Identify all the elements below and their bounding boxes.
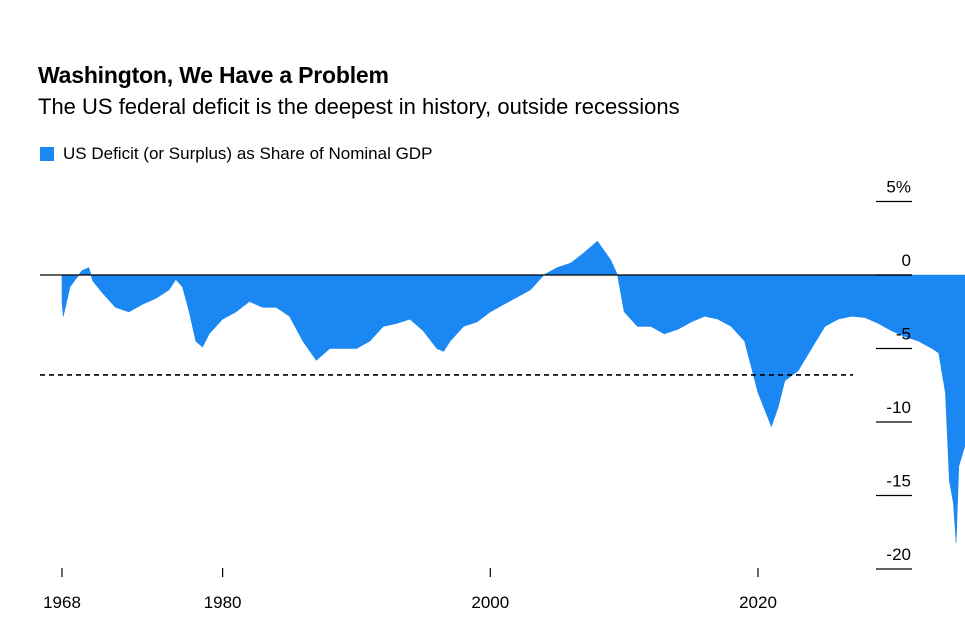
x-tick-label: 2020 bbox=[739, 593, 777, 612]
legend-swatch bbox=[40, 147, 54, 161]
x-tick-label: 1980 bbox=[204, 593, 242, 612]
y-tick-label: -5 bbox=[896, 325, 911, 344]
legend-label: US Deficit (or Surplus) as Share of Nomi… bbox=[63, 144, 433, 163]
y-tick-label: 5% bbox=[886, 178, 911, 197]
y-tick-label: 0 bbox=[902, 251, 911, 270]
y-tick-label: -15 bbox=[886, 472, 911, 491]
chart-subtitle: The US federal deficit is the deepest in… bbox=[38, 94, 680, 119]
y-tick-label: -10 bbox=[886, 398, 911, 417]
x-tick-label: 1968 bbox=[43, 593, 81, 612]
y-tick-label: -20 bbox=[886, 545, 911, 564]
deficit-area-series-0 bbox=[61, 240, 965, 543]
x-tick-label: 2000 bbox=[471, 593, 509, 612]
chart-title: Washington, We Have a Problem bbox=[38, 62, 389, 88]
legend: US Deficit (or Surplus) as Share of Nomi… bbox=[40, 144, 432, 164]
